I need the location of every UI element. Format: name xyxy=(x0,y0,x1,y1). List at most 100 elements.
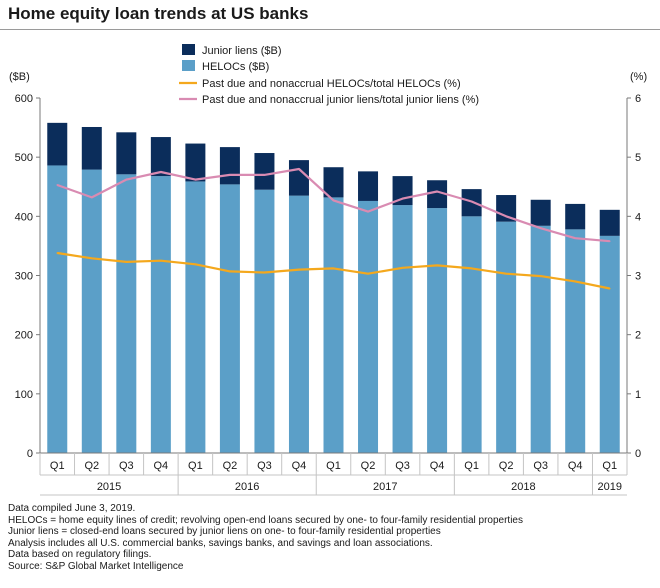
junior-lien-bar xyxy=(358,171,379,201)
x-axis-quarter-label: Q4 xyxy=(430,460,445,472)
right-axis-tick-label: 0 xyxy=(635,448,641,460)
legend-junior-liens-swatch xyxy=(182,44,195,55)
x-axis-quarter-label: Q1 xyxy=(602,460,617,472)
junior-lien-bar xyxy=(254,153,275,190)
junior-lien-bar xyxy=(461,189,482,217)
x-axis-year-label: 2016 xyxy=(235,481,259,493)
heloc-delinquency-point xyxy=(125,261,128,263)
heloc-bar xyxy=(254,189,275,454)
x-axis-quarter-label: Q1 xyxy=(464,460,479,472)
x-axis-quarter-label: Q3 xyxy=(395,460,410,472)
x-axis-quarter-label: Q3 xyxy=(533,460,548,472)
legend-junior-lien-delinquency-label: Past due and nonaccrual junior liens/tot… xyxy=(202,94,479,106)
left-axis-label: ($B) xyxy=(9,71,30,83)
legend-junior-liens-label: Junior liens ($B) xyxy=(202,45,281,57)
heloc-delinquency-point xyxy=(90,257,93,260)
junior-lien-bar xyxy=(288,160,309,196)
heloc-delinquency-point xyxy=(539,275,542,277)
heloc-delinquency-point xyxy=(263,271,266,274)
junior-lien-delinquency-point xyxy=(470,200,473,203)
junior-lien-bar xyxy=(116,132,137,175)
legend-helocs-swatch xyxy=(182,60,195,71)
left-axis-tick-label: 100 xyxy=(15,389,33,401)
junior-lien-delinquency-point xyxy=(574,237,577,240)
junior-lien-bar xyxy=(219,147,240,185)
heloc-delinquency-point xyxy=(229,270,231,273)
x-axis-quarter-label: Q1 xyxy=(326,460,341,472)
junior-lien-delinquency-point xyxy=(608,240,611,242)
home-equity-chart: 0 100 200 300 400 500 600 0 1 2 3 4 5 6 ($B) (%) Q1 Q2 Q3 Q… xyxy=(9,44,647,496)
heloc-bar xyxy=(185,181,206,454)
x-axis-quarter-label: Q4 xyxy=(154,460,169,472)
junior-lien-delinquency-point xyxy=(90,196,93,199)
heloc-delinquency-point xyxy=(367,272,369,275)
junior-lien-bar xyxy=(427,180,448,209)
heloc-bar xyxy=(116,174,137,453)
right-axis-tick-label: 6 xyxy=(635,93,641,105)
heloc-bar xyxy=(47,165,68,453)
heloc-bar xyxy=(427,208,448,453)
heloc-bar xyxy=(496,221,517,453)
junior-lien-delinquency-point xyxy=(539,227,542,229)
chart-title: Home equity loan trends at US banks xyxy=(8,4,309,23)
footnote-analysis-scope: Analysis includes all U.S. commercial ba… xyxy=(8,537,433,549)
heloc-delinquency-point xyxy=(608,287,611,290)
heloc-delinquency-point xyxy=(56,252,59,254)
junior-lien-bar xyxy=(599,209,620,236)
left-axis-tick-label: 400 xyxy=(15,211,33,223)
x-axis-year-label: 2019 xyxy=(597,481,621,493)
x-axis-quarter-label: Q2 xyxy=(84,460,99,472)
x-axis-year-label: 2018 xyxy=(511,481,535,493)
heloc-delinquency-point xyxy=(332,267,335,270)
junior-lien-bar xyxy=(81,126,102,170)
heloc-bar xyxy=(323,197,344,453)
heloc-bar xyxy=(219,184,240,453)
footnote-source: Source: S&P Global Market Intelligence xyxy=(8,560,184,572)
junior-lien-delinquency-point xyxy=(160,171,162,173)
junior-lien-bar xyxy=(530,199,551,226)
junior-lien-delinquency-point xyxy=(332,199,335,202)
heloc-bar xyxy=(392,205,413,453)
junior-lien-delinquency-point xyxy=(56,184,59,186)
junior-lien-delinquency-point xyxy=(298,168,300,170)
junior-lien-bar xyxy=(47,122,68,166)
footnote-heloc-definition: HELOCs = home equity lines of credit; re… xyxy=(8,514,523,526)
heloc-bar xyxy=(599,235,620,453)
legend-heloc-delinquency-label: Past due and nonaccrual HELOCs/total HEL… xyxy=(202,78,461,90)
right-axis-tick-label: 5 xyxy=(635,152,641,164)
legend-helocs-label: HELOCs ($B) xyxy=(202,61,269,73)
heloc-bar xyxy=(81,169,102,453)
junior-lien-delinquency-point xyxy=(263,174,266,176)
heloc-bar xyxy=(288,195,309,453)
heloc-delinquency-point xyxy=(194,263,197,266)
heloc-bar xyxy=(565,229,586,453)
junior-lien-bar xyxy=(323,167,344,198)
x-axis-year-label: 2017 xyxy=(373,481,397,493)
junior-lien-delinquency-point xyxy=(436,190,438,193)
x-axis-quarter-label: Q4 xyxy=(292,460,307,472)
heloc-delinquency-point xyxy=(505,272,507,275)
left-axis-tick-label: 300 xyxy=(15,271,33,283)
junior-lien-delinquency-point xyxy=(401,197,404,200)
left-axis-tick-label: 200 xyxy=(15,330,33,342)
junior-lien-bar xyxy=(150,137,171,177)
heloc-delinquency-point xyxy=(298,268,300,271)
heloc-delinquency-point xyxy=(470,267,473,270)
left-axis-tick-label: 500 xyxy=(15,152,33,164)
junior-lien-bar xyxy=(565,203,586,230)
heloc-bar xyxy=(150,176,171,453)
junior-lien-delinquency-point xyxy=(125,178,128,181)
right-axis-tick-label: 1 xyxy=(635,389,641,401)
left-axis-tick-label: 600 xyxy=(15,93,33,105)
x-axis-quarter-label: Q2 xyxy=(361,460,376,472)
x-axis-quarter-label: Q3 xyxy=(119,460,134,472)
right-axis-label: (%) xyxy=(630,71,647,83)
x-axis-quarter-label: Q4 xyxy=(568,460,583,472)
x-axis-year-label: 2015 xyxy=(97,481,121,493)
heloc-bar xyxy=(530,225,551,453)
x-axis-quarter-label: Q1 xyxy=(50,460,65,472)
footnote-data-basis: Data based on regulatory filings. xyxy=(8,549,152,561)
heloc-delinquency-point xyxy=(401,267,404,269)
x-axis-quarter-label: Q3 xyxy=(257,460,272,472)
x-axis-quarter-label: Q1 xyxy=(188,460,203,472)
